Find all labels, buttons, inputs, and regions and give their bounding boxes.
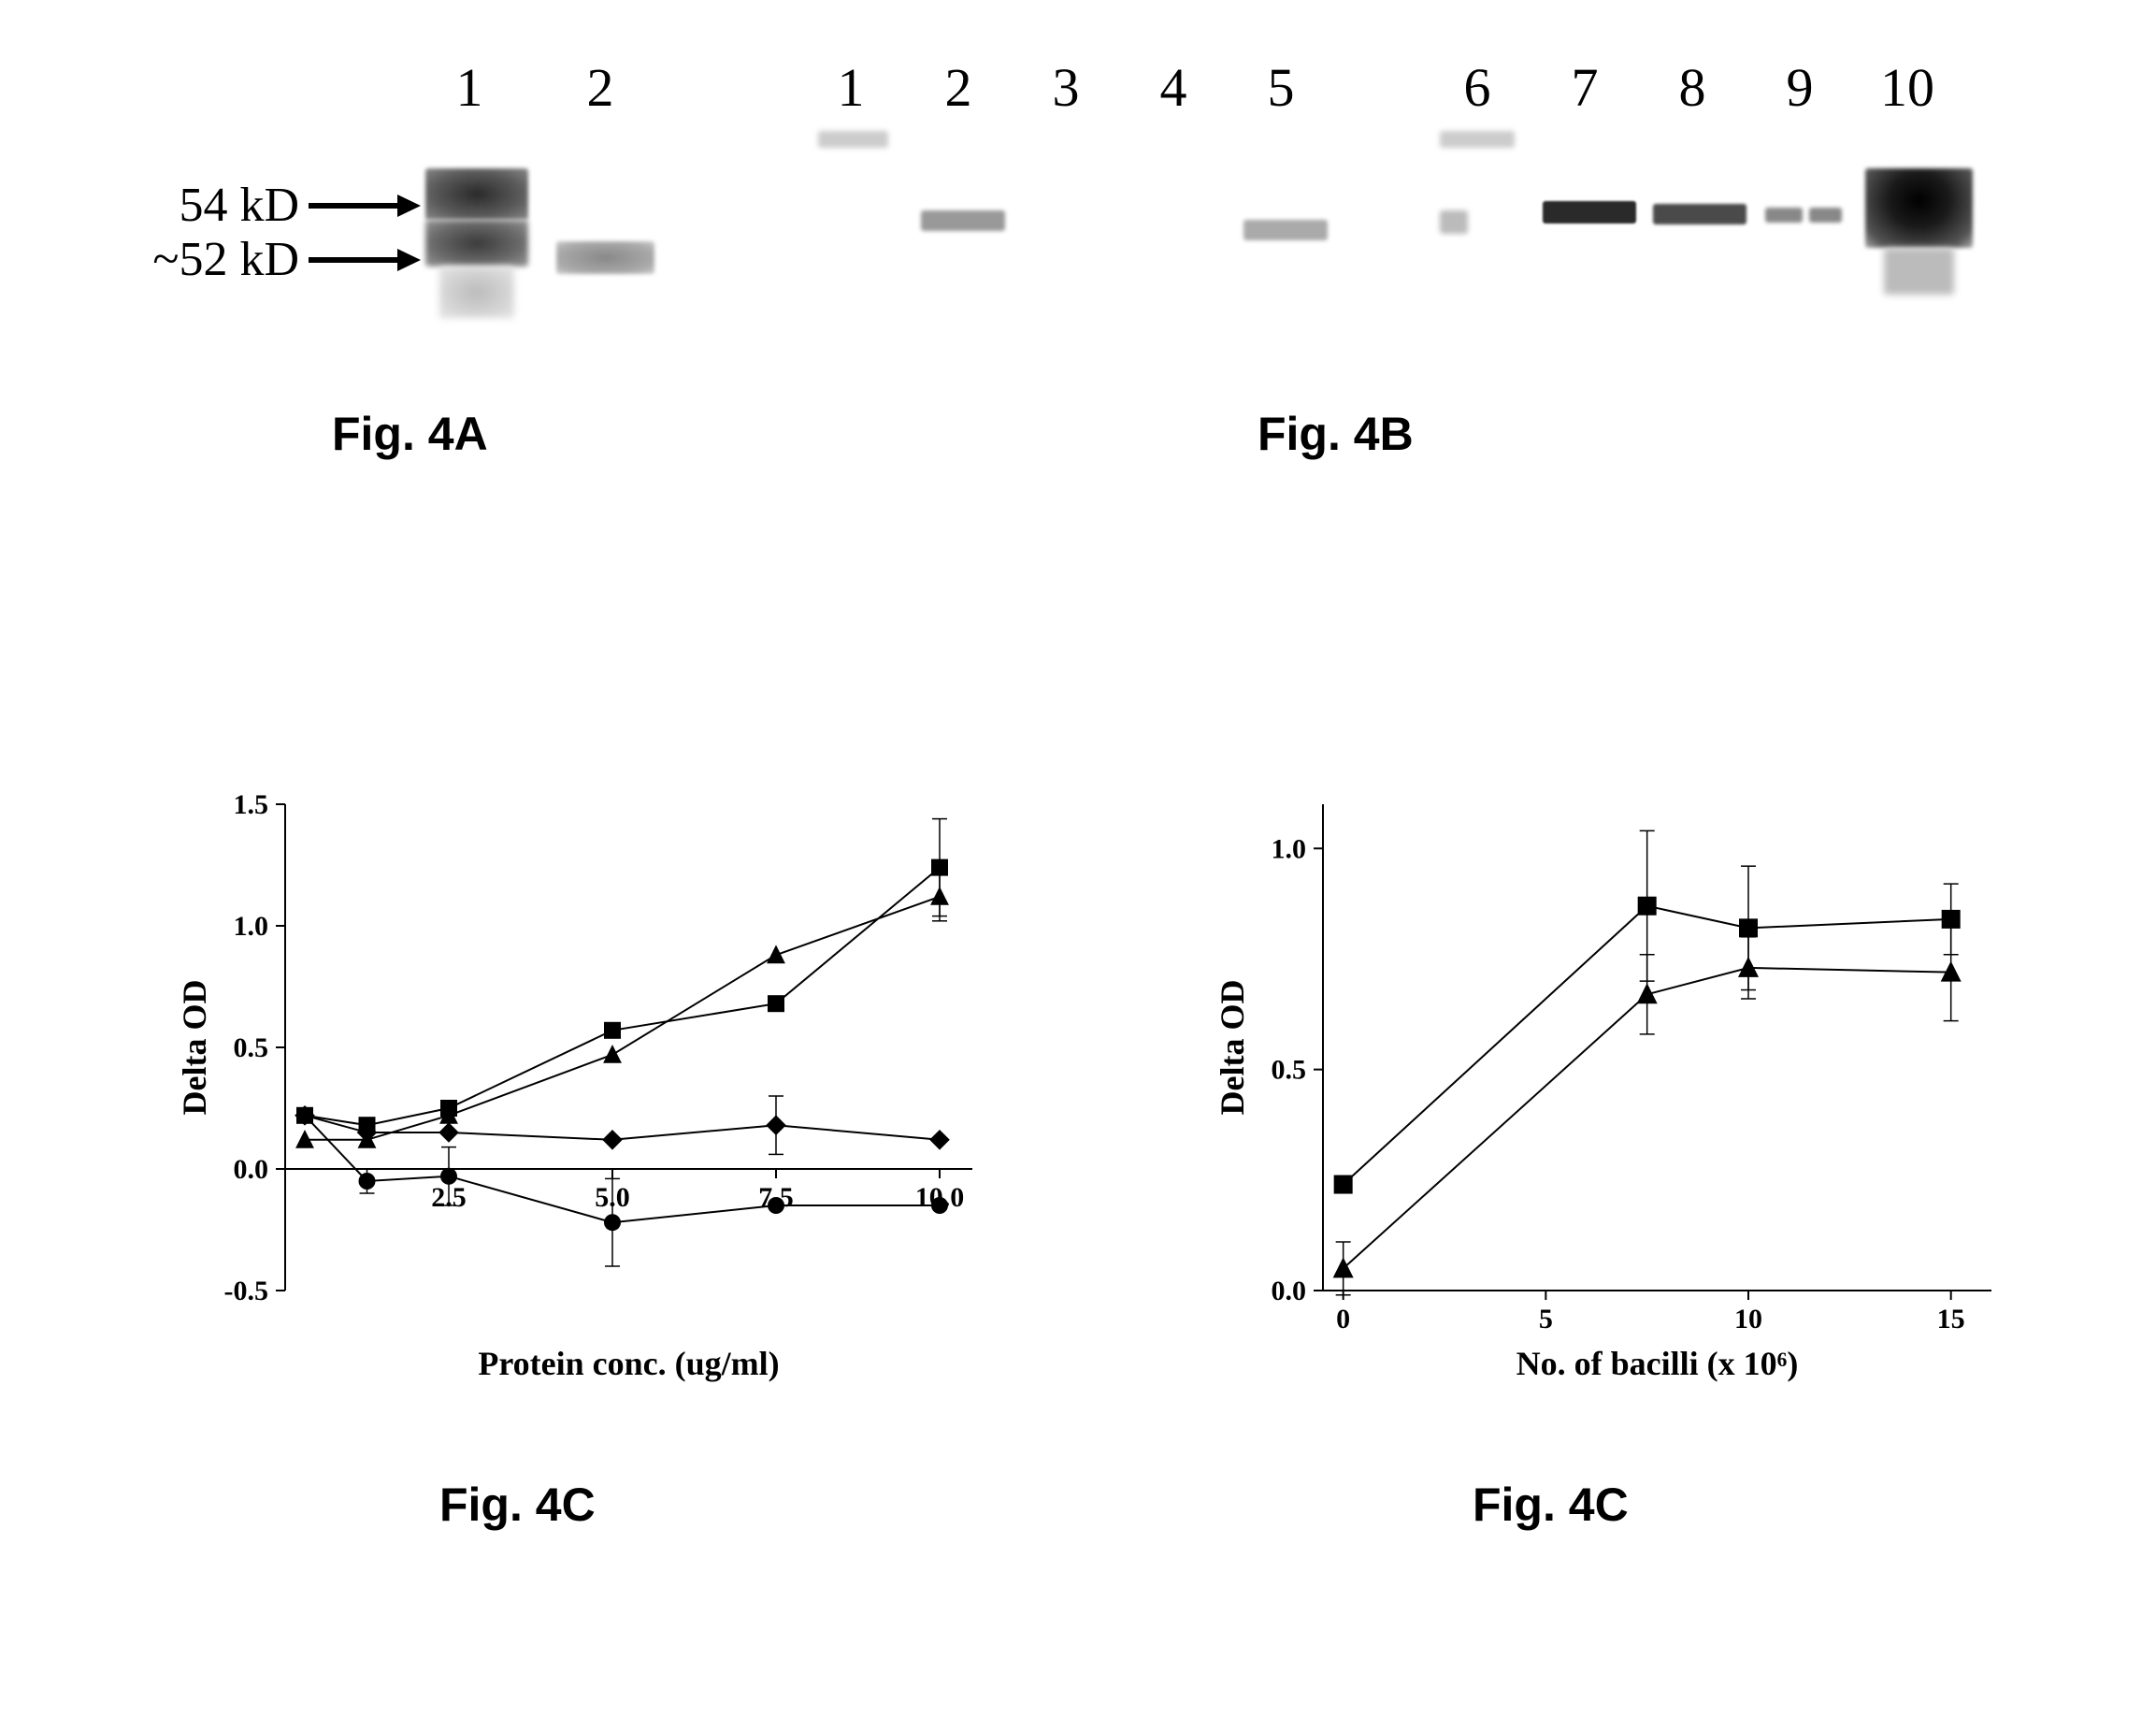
mw-label-52: ~52 kD — [108, 232, 299, 287]
arrow-54kd — [309, 187, 421, 224]
band-4b-lane1-top — [818, 131, 888, 148]
svg-text:1.0: 1.0 — [1272, 833, 1307, 864]
band-4b-lane8 — [1653, 204, 1746, 224]
svg-text:Protein conc. (ug/ml): Protein conc. (ug/ml) — [478, 1345, 779, 1382]
band-4b-lane10-smear — [1884, 248, 1954, 295]
lane-label-4b-7: 7 — [1557, 56, 1613, 119]
chart-4c-left: -0.50.00.51.01.52.55.07.510.0Protein con… — [159, 776, 1000, 1412]
mw-label-54: 54 kD — [131, 178, 299, 233]
band-4a-lane1-upper — [425, 168, 528, 220]
svg-text:1.0: 1.0 — [234, 911, 269, 942]
lane-label-4b-4: 4 — [1145, 56, 1201, 119]
band-4b-lane6-faint — [1440, 210, 1468, 234]
svg-text:5: 5 — [1539, 1304, 1553, 1334]
band-4b-lane5 — [1243, 220, 1328, 240]
panel-4b: 1 2 3 4 5 6 7 8 9 10 — [767, 0, 2156, 486]
caption-4c-right: Fig. 4C — [1473, 1478, 1629, 1532]
svg-text:-0.5: -0.5 — [224, 1276, 269, 1306]
caption-4c-left: Fig. 4C — [439, 1478, 596, 1532]
lane-label-4b-1: 1 — [823, 56, 879, 119]
band-4b-lane6-top — [1440, 131, 1515, 148]
caption-4a: Fig. 4A — [332, 407, 488, 461]
svg-text:No. of bacilli (x 10⁶): No. of bacilli (x 10⁶) — [1516, 1345, 1799, 1382]
lane-label-4b-10: 10 — [1865, 56, 1949, 119]
svg-text:0: 0 — [1336, 1304, 1350, 1334]
lane-label-4b-2: 2 — [930, 56, 986, 119]
band-4a-lane1-smear — [439, 267, 514, 318]
svg-text:0.0: 0.0 — [1272, 1276, 1307, 1306]
lane-label-4a-1: 1 — [441, 56, 497, 119]
lane-label-4a-2: 2 — [572, 56, 628, 119]
band-4a-lane2 — [556, 241, 654, 274]
lane-label-4b-9: 9 — [1772, 56, 1828, 119]
svg-text:1.5: 1.5 — [234, 789, 269, 820]
band-4b-lane9a — [1765, 208, 1803, 223]
lane-label-4b-6: 6 — [1449, 56, 1505, 119]
band-4b-lane7 — [1543, 201, 1636, 224]
svg-text:Delta OD: Delta OD — [176, 980, 213, 1116]
svg-text:10: 10 — [1734, 1304, 1762, 1334]
svg-text:Delta OD: Delta OD — [1214, 980, 1251, 1116]
lane-label-4b-5: 5 — [1253, 56, 1309, 119]
band-4b-lane9b — [1809, 208, 1842, 223]
lane-label-4b-3: 3 — [1038, 56, 1094, 119]
band-4a-lane1-lower — [425, 220, 528, 267]
svg-text:0.5: 0.5 — [1272, 1055, 1307, 1086]
band-4b-lane10 — [1865, 168, 1973, 248]
chart-4c-right: 0.0 0.5 1.0 0 5 10 15 No. of bacilli (x 10⁶) Del… — [1197, 776, 2019, 1412]
svg-text:0.0: 0.0 — [234, 1154, 269, 1185]
caption-4b: Fig. 4B — [1258, 407, 1414, 461]
svg-text:15: 15 — [1937, 1304, 1965, 1334]
svg-text:0.5: 0.5 — [234, 1032, 269, 1063]
arrow-52kd — [309, 241, 421, 279]
band-4b-lane2 — [921, 210, 1005, 231]
lane-label-4b-8: 8 — [1664, 56, 1720, 119]
